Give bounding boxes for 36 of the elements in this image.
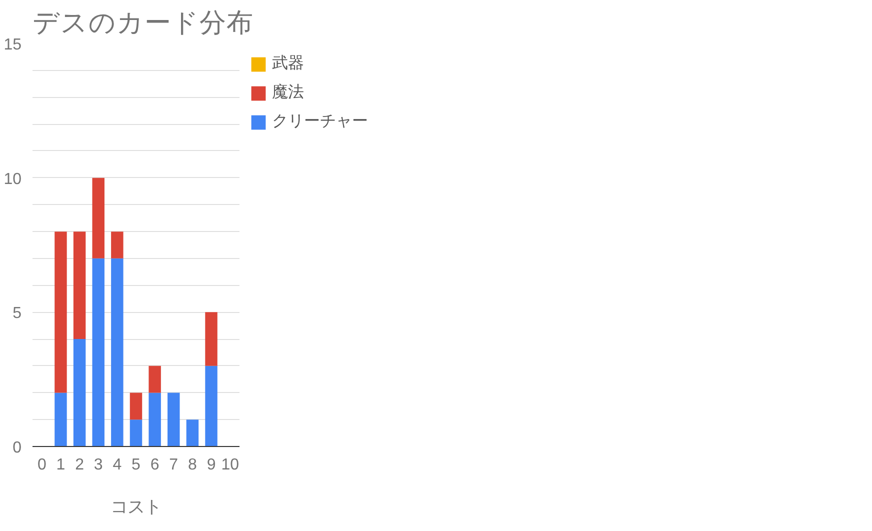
bar (148, 366, 161, 393)
x-tick-label: 7 (169, 456, 178, 474)
legend-label: 魔法 (272, 82, 304, 103)
bar (92, 178, 104, 258)
bar (130, 392, 142, 420)
bar (54, 392, 67, 446)
x-tick-label: 8 (188, 456, 198, 474)
y-tick-label: 15 (4, 36, 22, 54)
bar (168, 392, 180, 446)
legend-label: 武器 (272, 53, 304, 74)
bar (54, 232, 67, 393)
x-tick-label: 10 (221, 456, 240, 474)
y-tick-label: 0 (12, 440, 22, 456)
chart-title: デスのカード分布 (32, 8, 254, 38)
x-tick-label: 4 (112, 456, 122, 474)
x-axis-title: コスト (110, 498, 162, 518)
x-tick-label: 2 (75, 456, 84, 474)
bar (148, 392, 161, 446)
x-tick-label: 5 (132, 456, 141, 474)
bar (205, 366, 218, 446)
bar (186, 420, 199, 446)
x-tick-label: 3 (94, 456, 103, 474)
y-tick-label: 10 (4, 170, 22, 188)
x-tick-label: 1 (56, 456, 66, 474)
x-tick-label: 6 (150, 456, 160, 474)
bar (73, 232, 86, 340)
bar (130, 420, 142, 446)
bar (205, 312, 218, 366)
bar (73, 339, 86, 446)
x-tick-label: 9 (206, 456, 216, 474)
bar (111, 232, 124, 258)
legend-label: クリーチャー (272, 111, 368, 132)
x-tick-label: 0 (37, 456, 46, 474)
bar (92, 258, 104, 446)
bar (111, 258, 124, 446)
y-tick-label: 5 (12, 305, 22, 322)
